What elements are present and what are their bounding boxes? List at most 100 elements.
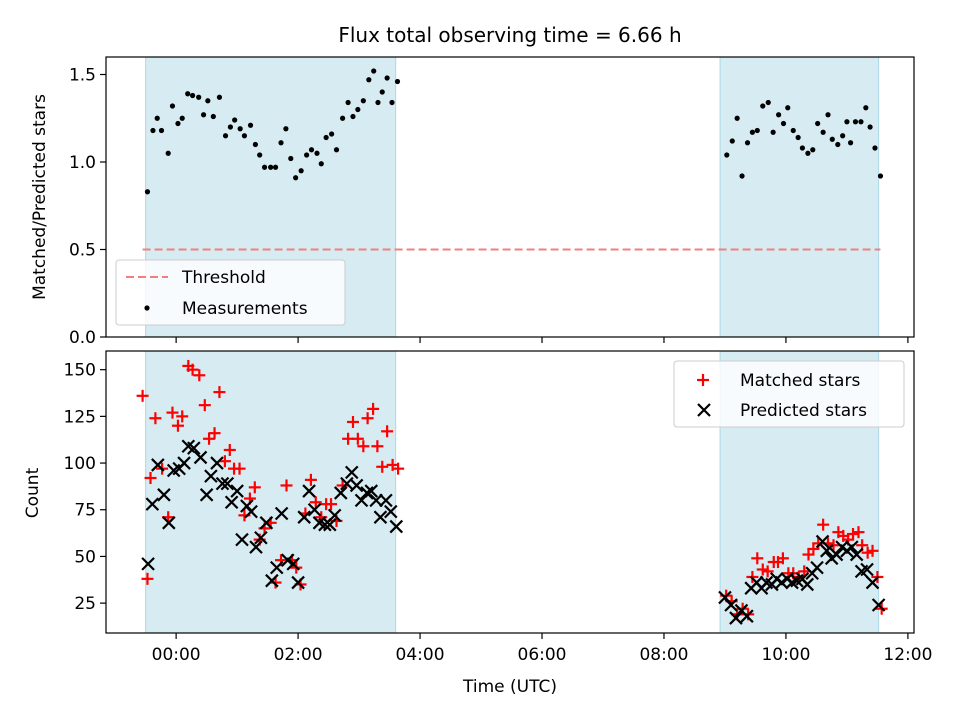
measurement-point — [770, 129, 776, 135]
matched-star-point — [144, 471, 157, 484]
measurement-point — [863, 105, 869, 111]
measurement-point — [200, 112, 207, 118]
predicted-star-point — [157, 488, 171, 502]
measurement-point — [189, 92, 196, 99]
predicted-star-point — [220, 476, 235, 491]
predicted-star-point — [249, 540, 263, 554]
measurement-point — [780, 120, 787, 127]
measurement-point — [872, 145, 878, 151]
measurement-point — [785, 105, 791, 111]
predicted-star-point — [269, 560, 284, 575]
predicted-star-point — [364, 484, 379, 498]
measurement-point — [844, 119, 850, 125]
measurement-point — [858, 119, 864, 125]
ratio-panel-frame — [105, 56, 915, 338]
count-legend: Matched stars Predicted stars — [673, 360, 905, 428]
y-tick-label: 150 — [64, 361, 96, 381]
x-tick-label: 06:00 — [518, 645, 567, 665]
matched-star-point — [149, 412, 162, 425]
matched-star-point — [218, 455, 231, 468]
matched-star-point — [761, 565, 774, 578]
measurement-point — [394, 78, 401, 85]
predicted-star-point — [265, 573, 279, 588]
matched-star-point — [847, 528, 860, 541]
matched-star-point — [208, 427, 221, 440]
matched-star-point — [325, 498, 338, 511]
measurement-point — [216, 94, 223, 100]
predicted-star-point — [865, 575, 880, 590]
matched-star-point — [817, 518, 830, 531]
matched-star-point — [336, 479, 349, 492]
y-tick-label: 25 — [74, 594, 96, 614]
measurement-point — [345, 99, 351, 106]
matched-star-point — [248, 481, 261, 494]
predicted-star-point — [820, 544, 834, 558]
matched-star-point — [376, 460, 389, 473]
measurement-point — [196, 94, 202, 100]
measurement-point — [815, 120, 821, 127]
measurement-point — [877, 173, 884, 179]
predicted-star-point — [297, 510, 311, 524]
measurement-point — [158, 127, 165, 134]
matched-star-point — [798, 565, 811, 578]
predicted-star-point — [274, 506, 289, 521]
y-tick-label: 1.0 — [69, 153, 96, 173]
predicted-star-point — [244, 504, 258, 519]
legend-measurements-label: Measurements — [182, 299, 308, 319]
measurement-point — [790, 127, 796, 134]
y-tick-label: 0.0 — [69, 328, 96, 348]
measurement-point — [340, 115, 346, 121]
predicted-star-point — [845, 540, 859, 554]
matched-star-point — [866, 544, 879, 557]
measurement-point — [237, 126, 243, 132]
matched-star-point — [361, 412, 374, 425]
predicted-star-point — [210, 456, 224, 470]
predicted-star-point — [145, 497, 160, 511]
predicted-star-point — [729, 611, 743, 625]
matched-star-point — [213, 386, 226, 399]
legend-threshold-label: Threshold — [181, 268, 266, 288]
measurement-point — [179, 115, 185, 121]
predicted-star-point — [323, 517, 337, 532]
measurement-point — [350, 113, 356, 120]
measurement-point — [261, 164, 268, 170]
matched-star-point — [392, 462, 405, 475]
measurement-point — [820, 129, 826, 135]
matched-star-point — [203, 432, 216, 445]
measurement-point — [304, 152, 310, 158]
legend-matched-swatch — [697, 374, 709, 386]
matched-star-point — [136, 389, 149, 402]
measurement-point — [835, 141, 841, 148]
measurement-point — [323, 134, 329, 141]
measurement-point — [175, 120, 181, 127]
measurement-point — [366, 77, 372, 83]
y-tick-label: 125 — [64, 407, 96, 427]
predicted-star-point — [740, 609, 754, 623]
matched-star-point — [751, 552, 764, 565]
y-tick-label: 0.5 — [69, 241, 96, 261]
measurement-point — [799, 145, 806, 151]
count-y-axis-label: Count — [23, 467, 43, 518]
predicted-star-point — [187, 441, 201, 455]
measurement-point — [805, 150, 811, 156]
measurement-point — [360, 98, 366, 104]
measurement-point — [724, 152, 730, 158]
legend-measurements-swatch — [144, 305, 150, 311]
predicted-star-point — [384, 504, 398, 519]
measurement-point — [852, 119, 859, 125]
measurement-point — [333, 147, 340, 153]
predicted-star-point — [815, 534, 830, 549]
measurement-point — [765, 99, 771, 106]
ratio-legend-box — [115, 259, 346, 326]
predicted-star-point — [230, 484, 244, 498]
matched-star-point — [186, 363, 199, 376]
predicted-star-point — [344, 465, 359, 480]
predicted-star-point — [162, 516, 176, 530]
count-panel: 25 50 75 100 125 150 00:00 02:00 04:00 06:00 08:0… — [23, 350, 932, 697]
measurement-point — [241, 133, 248, 139]
predicted-star-point — [333, 486, 348, 500]
y-tick-label: 100 — [64, 454, 96, 474]
measurement-point — [749, 129, 756, 135]
measurement-point — [329, 131, 335, 137]
matched-star-point — [141, 572, 154, 585]
